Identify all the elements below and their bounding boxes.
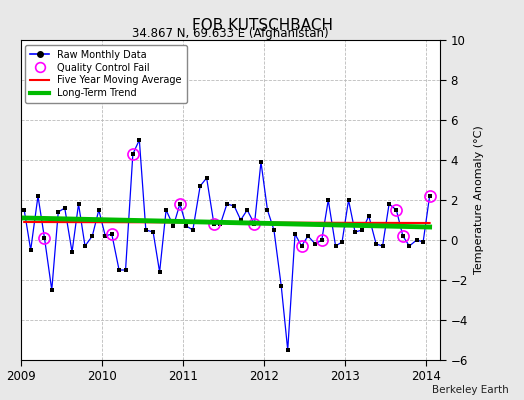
Legend: Raw Monthly Data, Quality Control Fail, Five Year Moving Average, Long-Term Tren: Raw Monthly Data, Quality Control Fail, … [25, 45, 187, 103]
Text: Berkeley Earth: Berkeley Earth [432, 385, 508, 395]
Title: 34.867 N, 69.633 E (Afghanistan): 34.867 N, 69.633 E (Afghanistan) [132, 27, 329, 40]
Y-axis label: Temperature Anomaly (°C): Temperature Anomaly (°C) [474, 126, 484, 274]
Text: FOB KUTSCHBACH: FOB KUTSCHBACH [191, 18, 333, 33]
